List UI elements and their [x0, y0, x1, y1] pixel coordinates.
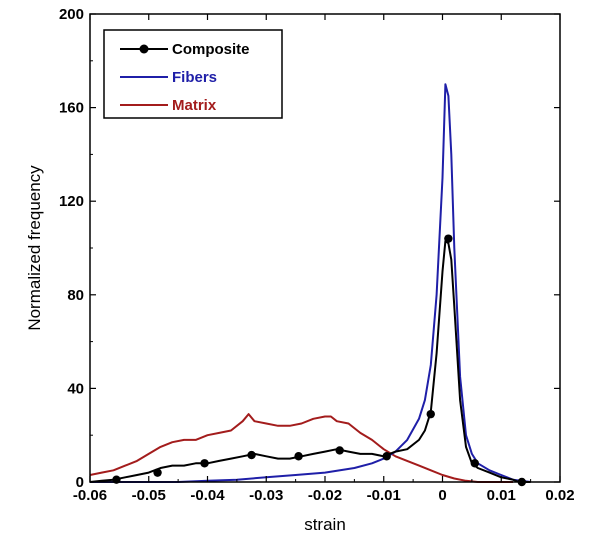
x-tick-label: -0.01: [367, 487, 401, 504]
legend-box: [103, 29, 283, 119]
series-line-composite: [89, 240, 531, 483]
x-tick-label: 0: [438, 487, 446, 504]
x-axis-title: strain: [304, 515, 346, 534]
x-tick-label: -0.05: [132, 487, 166, 504]
x-ticks: -0.06 -0.05 -0.04 -0.03 -0.02 -0.01 0 0.01 0.02: [73, 14, 575, 504]
y-tick-label: 0: [76, 474, 84, 491]
y-ticks: 0 40 80 120 160 200: [59, 6, 560, 491]
y-axis-title: Normalized frequency: [25, 165, 44, 331]
y-tick-label: 80: [67, 287, 84, 304]
x-tick-label: -0.04: [190, 487, 225, 504]
series-lines: [89, 83, 531, 483]
series-markers: [112, 234, 527, 487]
composite-marker: [153, 468, 162, 477]
composite-marker: [426, 409, 435, 419]
y-tick-label: 120: [59, 193, 84, 210]
legend-marker: [139, 44, 149, 54]
composite-marker: [444, 234, 453, 243]
x-tick-label: 0.02: [545, 487, 574, 504]
x-tick-label: 0.01: [487, 487, 516, 504]
composite-marker: [382, 452, 391, 461]
composite-marker: [247, 450, 256, 460]
y-tick-label: 200: [59, 6, 84, 23]
x-tick-label: -0.03: [249, 487, 283, 504]
y-tick-label: 40: [67, 380, 84, 397]
x-tick-label: -0.02: [308, 487, 342, 504]
composite-marker: [470, 459, 480, 468]
legend: Composite Fibers Matrix: [103, 29, 283, 119]
legend-label-composite: Composite: [172, 41, 250, 58]
composite-marker: [294, 452, 303, 461]
legend-label-matrix: Matrix: [172, 97, 217, 114]
series-line-matrix: [89, 413, 513, 483]
legend-label-fibers: Fibers: [172, 69, 217, 86]
composite-marker: [200, 459, 209, 468]
composite-marker: [335, 446, 344, 455]
x-tick-label: -0.06: [73, 487, 107, 504]
y-tick-label: 160: [59, 100, 84, 117]
series-line-fibers: [90, 83, 531, 483]
